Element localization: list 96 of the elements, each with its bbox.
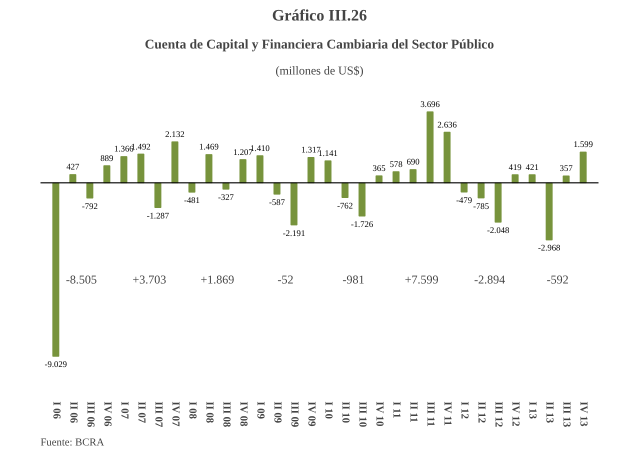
annotation: -8.505 [66, 272, 97, 286]
annotation: -2.894 [474, 272, 506, 286]
bar [52, 182, 60, 357]
data-label: 357 [560, 163, 574, 174]
x-tick-label: IV 06 [101, 402, 112, 428]
source-note: Fuente: BCRA [40, 438, 104, 448]
bar [580, 152, 587, 184]
bar [137, 154, 144, 184]
x-tick-label: I 09 [254, 402, 266, 419]
x-tick-label: I 10 [322, 402, 334, 419]
data-label: -762 [337, 200, 353, 210]
x-tick-label: IV 12 [510, 402, 521, 426]
x-tick-label: II 11 [408, 402, 419, 423]
x-tick-label: II 13 [544, 402, 555, 424]
x-tick-label: III 11 [424, 402, 436, 427]
chart-title: Gráfico III.26 [272, 8, 368, 24]
data-label: 419 [508, 162, 522, 172]
bar [426, 111, 434, 184]
annotation: -592 [546, 272, 569, 286]
data-label: 421 [526, 162, 539, 172]
x-tick-label: IV 11 [442, 402, 453, 426]
bar [120, 156, 128, 184]
x-tick-label: I 13 [526, 402, 538, 419]
annotation: -981 [342, 272, 365, 286]
x-tick-label: II 07 [135, 402, 146, 424]
bar [290, 182, 298, 226]
bar [154, 182, 162, 208]
data-label: 2.132 [165, 128, 185, 139]
bar [444, 132, 451, 184]
x-tick-label: II 08 [203, 402, 214, 424]
bar [342, 182, 348, 198]
x-tick-label: II 10 [340, 402, 351, 424]
data-label: -587 [269, 197, 286, 207]
bar [460, 182, 468, 193]
x-tick-label: III 07 [152, 402, 164, 428]
data-label: -479 [456, 194, 472, 205]
x-tick-label: I 12 [458, 402, 470, 419]
bar [494, 182, 502, 223]
data-label: -1.287 [146, 210, 170, 220]
data-label: -2.191 [282, 228, 306, 238]
data-label: 365 [372, 162, 386, 173]
bar [273, 182, 280, 195]
data-label: -481 [184, 194, 200, 205]
x-tick-label: III 10 [356, 402, 368, 428]
chart-subtitle: Cuenta de Capital y Financiera Cambiaria del Sector Público [144, 36, 494, 52]
data-label: -9.029 [44, 359, 67, 370]
data-label: 1.599 [573, 139, 593, 150]
bar [239, 159, 246, 184]
bar [410, 169, 417, 184]
bar [478, 182, 485, 198]
data-label: -785 [473, 200, 490, 211]
data-label: 1.469 [199, 142, 219, 152]
data-label: 690 [406, 156, 420, 167]
annotation: +1.869 [200, 272, 234, 286]
x-tick-label: III 09 [288, 402, 300, 428]
x-tick-label: I 08 [186, 402, 198, 419]
data-label: 1.410 [250, 142, 270, 153]
data-label: -792 [82, 200, 98, 211]
x-tick-label: IV 07 [169, 402, 180, 428]
x-tick-label: III 06 [84, 402, 96, 428]
x-tick-label: IV 09 [305, 402, 316, 426]
x-tick-label: I 11 [390, 402, 402, 418]
x-tick-label: II 06 [67, 402, 78, 424]
data-label: 2.636 [437, 119, 458, 130]
data-label: -1.726 [350, 218, 374, 229]
x-tick-label: III 13 [560, 402, 572, 428]
data-label: 427 [66, 162, 80, 172]
bar [86, 182, 94, 199]
annotation: +3.703 [132, 272, 166, 286]
data-label: -327 [218, 192, 235, 202]
x-tick-label: I 07 [118, 402, 130, 420]
x-tick-label: III 08 [220, 402, 232, 428]
x-tick-label: IV 13 [578, 402, 589, 426]
x-tick-label: III 12 [492, 402, 504, 428]
data-label: -2.968 [538, 242, 560, 253]
bar [205, 154, 212, 184]
bar [392, 171, 400, 184]
bar [358, 182, 366, 216]
text: (millones de US$) [276, 64, 364, 78]
bar [171, 141, 178, 184]
x-tick-label: IV 10 [374, 402, 385, 426]
data-label: 3.696 [420, 98, 440, 109]
annotation: +7.599 [404, 272, 438, 286]
x-tick-label: II 12 [476, 402, 487, 424]
bar [546, 182, 553, 240]
bar [308, 157, 314, 184]
bar [324, 160, 332, 184]
bar [103, 165, 110, 184]
x-tick-label: IV 08 [237, 402, 248, 426]
annotation: -52 [277, 272, 294, 286]
data-label: 889 [100, 152, 114, 163]
data-label: -2.048 [486, 225, 510, 236]
data-label: 578 [390, 158, 403, 169]
bar [256, 155, 264, 184]
x-tick-label: II 09 [271, 402, 282, 424]
x-tick-label: I 06 [50, 402, 62, 420]
